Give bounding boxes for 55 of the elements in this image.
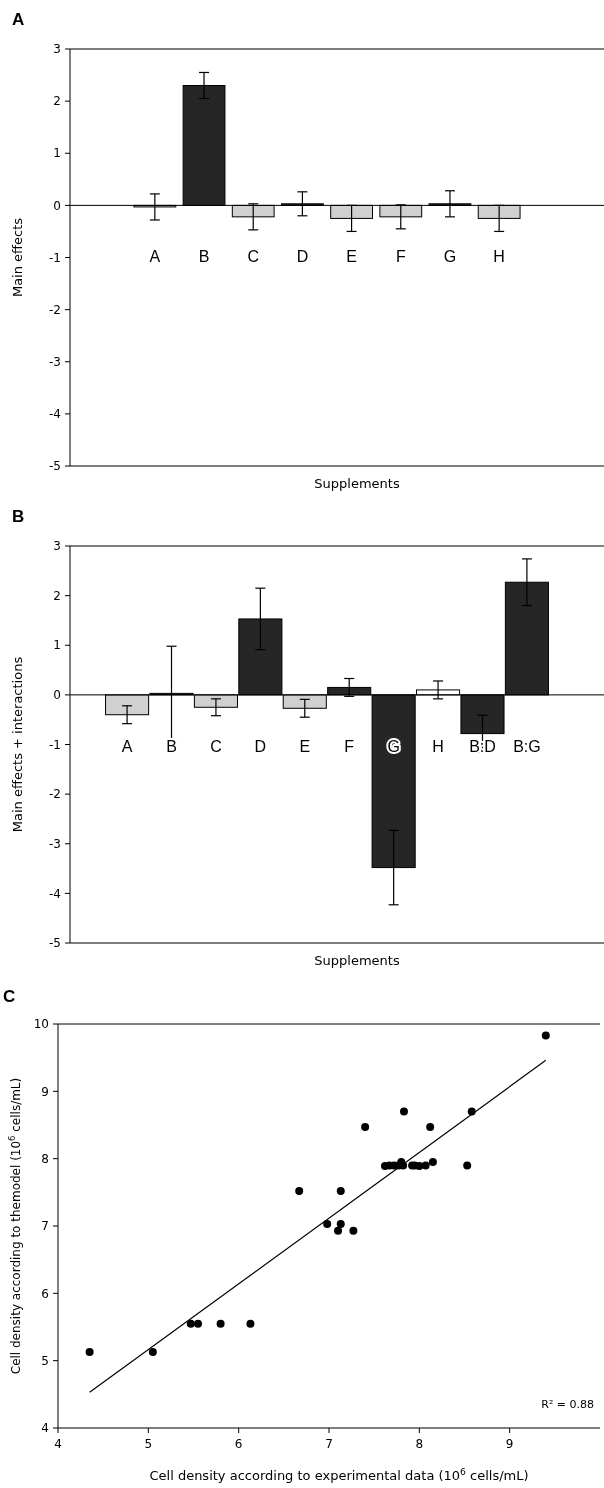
x-tick-label: E [346, 248, 357, 266]
x-tick-label: G [387, 737, 400, 755]
y-tick-label: -5 [49, 459, 61, 474]
y-tick-label: -3 [49, 354, 61, 369]
x-tick-label: H [493, 248, 505, 266]
y-tick-label: 5 [41, 1353, 49, 1368]
y-tick-label: 9 [41, 1084, 49, 1099]
x-tick-label: F [344, 737, 355, 755]
x-axis-title: Supplements [314, 476, 400, 491]
y-tick-label: -4 [49, 886, 61, 901]
y-tick-label: 3 [53, 539, 61, 554]
y-tick-label: 8 [41, 1151, 49, 1166]
y-axis-title: Main effects + interactions [10, 656, 25, 833]
y-tick-label: 6 [41, 1286, 49, 1301]
y-tick-label: 2 [53, 94, 61, 109]
x-tick-label: B:G [513, 737, 541, 755]
y-tick-label: 2 [53, 588, 61, 603]
x-tick-label: 9 [505, 1437, 514, 1451]
x-tick-label: 7 [325, 1437, 333, 1451]
y-tick-label: 0 [53, 198, 61, 213]
y-tick-label: -2 [49, 302, 61, 317]
y-tick-label: 1 [53, 638, 61, 653]
chart-title: C [3, 987, 16, 1006]
y-tick-label: 7 [41, 1219, 49, 1234]
x-axis-title: Supplements [314, 953, 400, 968]
chart-title: A [12, 10, 25, 29]
x-tick-label: D [254, 737, 267, 755]
y-tick-label: 4 [41, 1421, 49, 1436]
y-tick-label: 0 [53, 688, 61, 703]
x-tick-label: C [210, 737, 222, 755]
x-tick-label: A [121, 737, 133, 755]
y-tick-label: -1 [49, 737, 61, 752]
y-tick-label: 1 [53, 146, 61, 161]
x-tick-label: H [432, 737, 444, 755]
x-tick-label: E [299, 737, 311, 755]
annotation: R² = 0.88 [541, 1398, 594, 1411]
x-tick-label: F [395, 248, 406, 266]
x-tick-label: G [443, 248, 457, 266]
y-tick-label: 10 [33, 1017, 49, 1032]
y-tick-label: 3 [53, 42, 61, 57]
x-tick-label: 6 [234, 1437, 243, 1451]
x-tick-label: B [198, 248, 210, 266]
y-tick-label: -1 [49, 250, 61, 265]
chart-title: B [12, 507, 25, 526]
x-tick-label: D [296, 248, 309, 266]
x-axis-title: Cell density according to experimental data (10$^{6}$ cells/mL) [149, 1467, 529, 1483]
x-tick-label: 8 [415, 1437, 424, 1451]
y-tick-label: -2 [49, 787, 61, 802]
y-tick-label: -4 [49, 407, 61, 422]
y-tick-label: -3 [49, 836, 61, 851]
x-tick-label: A [149, 248, 161, 266]
x-tick-label: 5 [144, 1437, 153, 1451]
x-tick-label: C [247, 248, 259, 266]
y-axis-title: Main effects [10, 217, 25, 298]
y-tick-label: -5 [49, 936, 61, 951]
